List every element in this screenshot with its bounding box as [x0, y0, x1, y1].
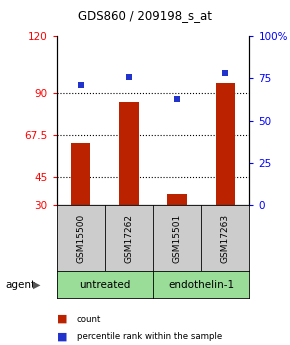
Text: GDS860 / 209198_s_at: GDS860 / 209198_s_at	[78, 9, 212, 22]
Text: GSM17262: GSM17262	[124, 214, 133, 263]
Text: GSM15500: GSM15500	[76, 214, 85, 263]
Point	[78, 82, 83, 88]
Text: endothelin-1: endothelin-1	[168, 280, 234, 289]
Text: GSM15501: GSM15501	[173, 214, 182, 263]
Text: percentile rank within the sample: percentile rank within the sample	[77, 332, 222, 341]
Bar	[216, 83, 235, 205]
Text: ■: ■	[57, 332, 67, 341]
Text: GSM17263: GSM17263	[221, 214, 230, 263]
Bar	[71, 143, 90, 205]
Text: untreated: untreated	[79, 280, 130, 289]
Bar	[119, 102, 139, 205]
Text: count: count	[77, 315, 101, 324]
Text: ▶: ▶	[33, 280, 41, 289]
Text: ■: ■	[57, 314, 67, 324]
Point	[126, 74, 131, 80]
Text: agent: agent	[6, 280, 36, 289]
Point	[223, 71, 228, 76]
Bar	[167, 194, 187, 205]
Point	[175, 96, 180, 101]
